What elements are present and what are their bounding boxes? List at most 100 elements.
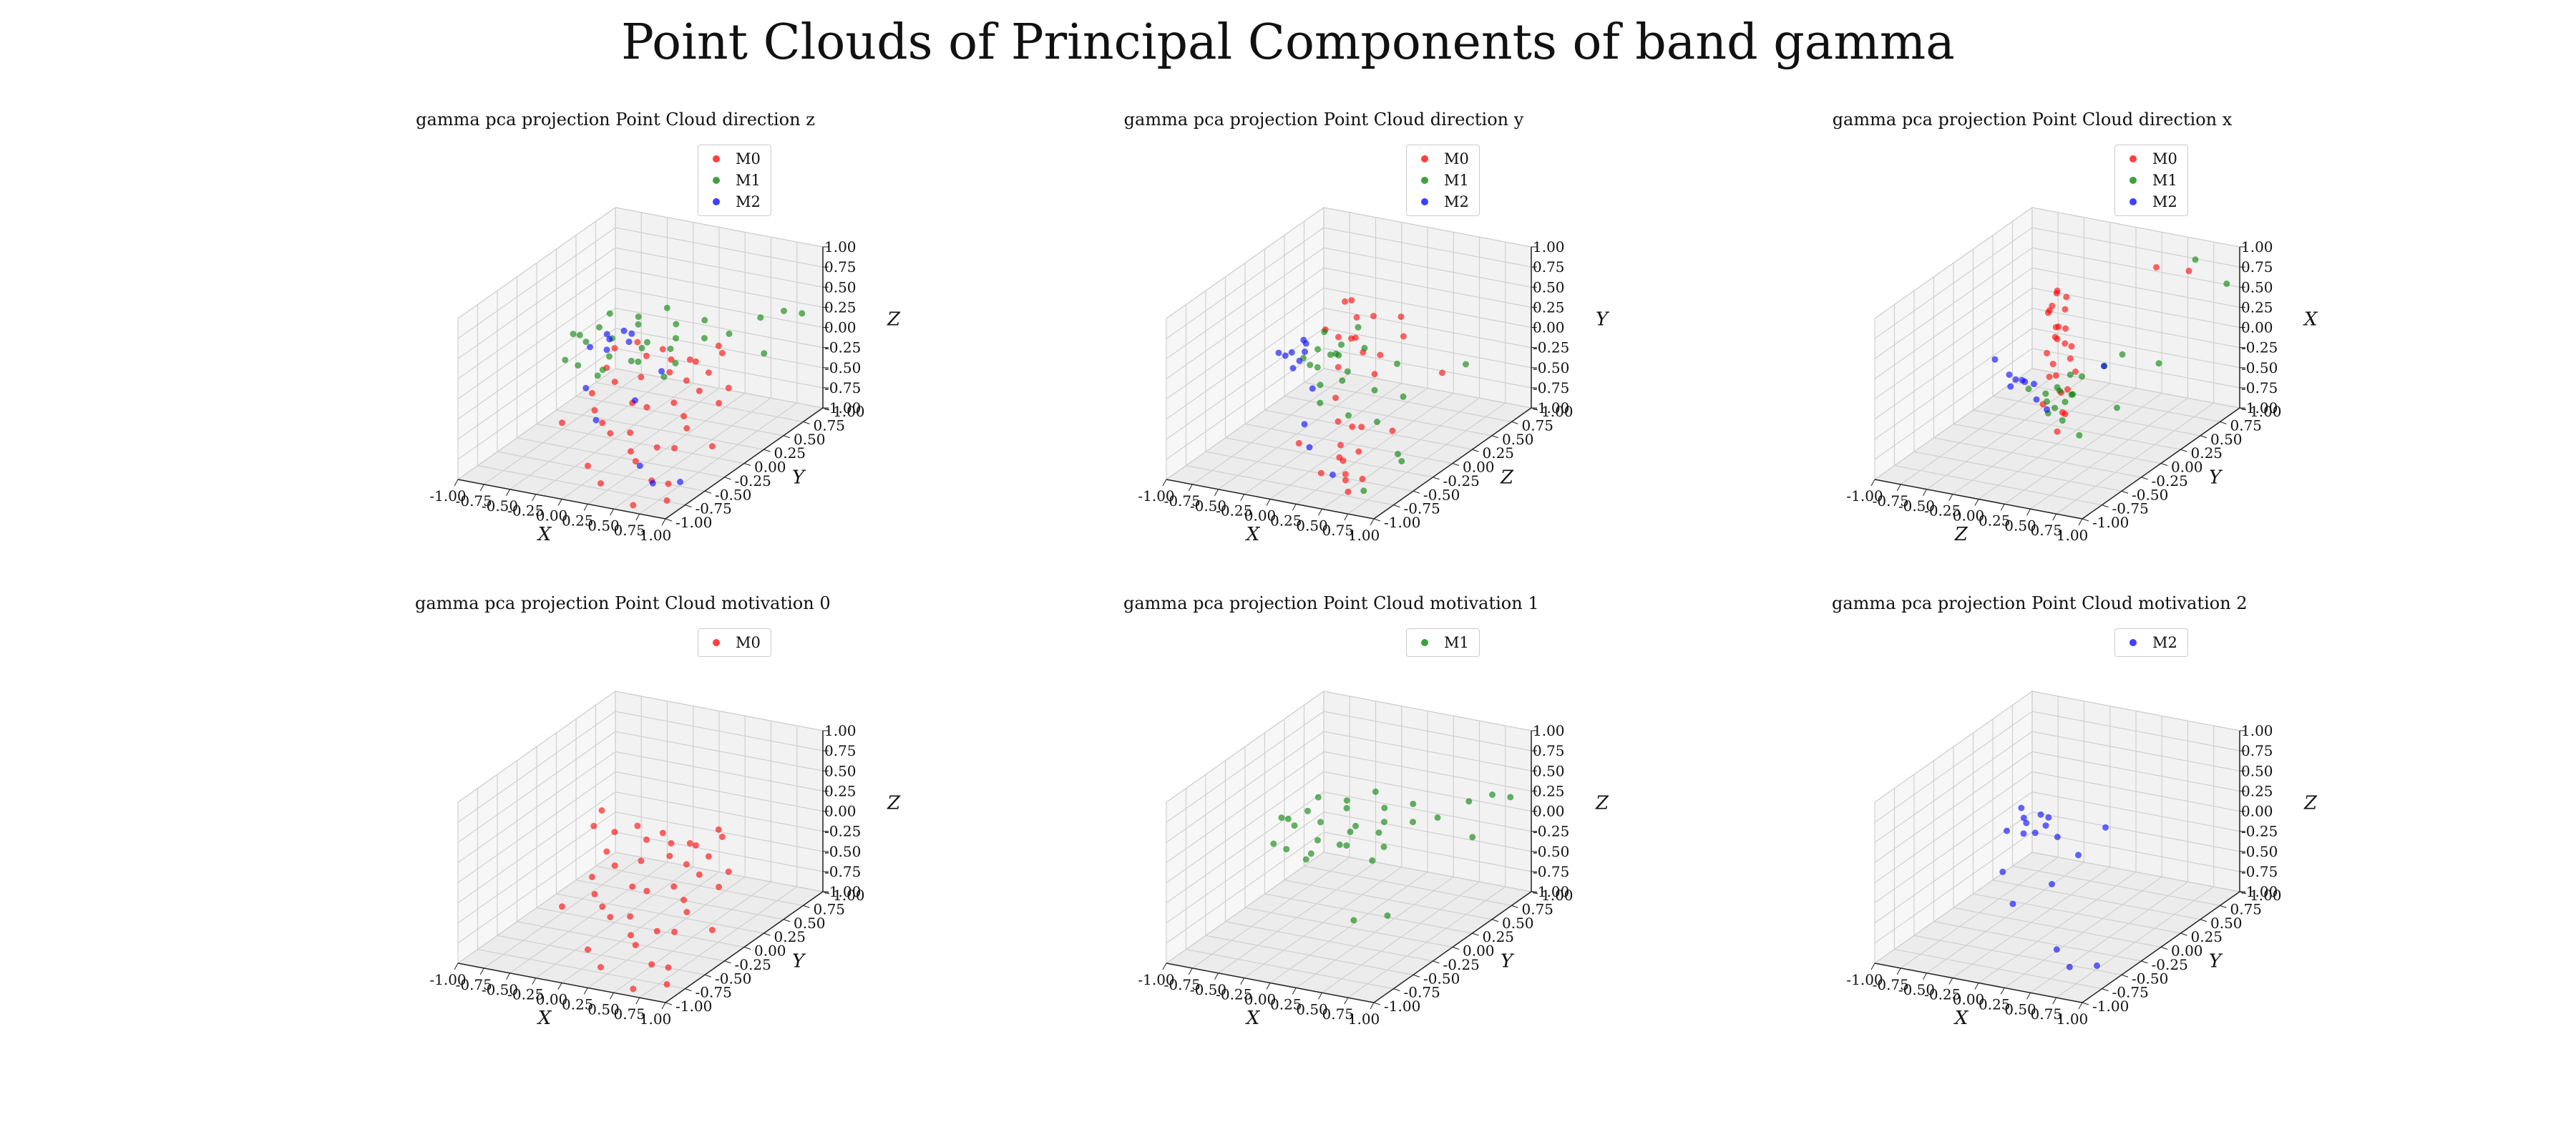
data-point-m1 xyxy=(1343,842,1350,849)
data-point-m1 xyxy=(1374,419,1380,425)
y-tick-mark xyxy=(685,505,692,508)
x-tick-mark xyxy=(506,489,510,496)
x-tick-label: -0.50 xyxy=(1190,981,1226,998)
legend-marker-blue xyxy=(1421,198,1428,205)
legend-entry: M2 xyxy=(2122,632,2177,653)
y-tick-label: 0.00 xyxy=(754,459,786,476)
y-tick-mark xyxy=(1491,435,1499,439)
data-point-m2 xyxy=(1300,336,1307,344)
x-tick-mark xyxy=(2052,513,2057,521)
grid-line xyxy=(2031,207,2240,248)
data-point-m0 xyxy=(643,404,650,411)
grid-line xyxy=(2056,402,2215,515)
data-point-m0 xyxy=(2046,374,2053,380)
x-tick-mark xyxy=(1974,983,1979,990)
z-tick-label: -0.75 xyxy=(1533,863,1569,880)
y-tick-label: -0.75 xyxy=(2112,984,2149,1001)
grid-line xyxy=(615,267,824,308)
data-point-m1 xyxy=(644,338,650,346)
data-point-m0 xyxy=(629,883,636,890)
x-tick-mark xyxy=(661,518,666,526)
grid-line xyxy=(595,381,804,422)
y-tick-label: -0.50 xyxy=(2132,486,2168,503)
grid-line xyxy=(2030,881,2188,993)
data-point-m2 xyxy=(628,330,635,337)
data-point-m0 xyxy=(1397,313,1405,321)
data-point-m2 xyxy=(2012,376,2019,383)
x-axis-label: X xyxy=(537,524,552,545)
data-point-m0 xyxy=(2051,333,2059,341)
y-tick-mark xyxy=(2200,919,2207,922)
data-point-m0 xyxy=(663,980,670,988)
grid-line xyxy=(615,751,824,791)
y-tick-mark xyxy=(822,407,830,411)
z-tick-label: 0.25 xyxy=(824,298,857,316)
y-axis-label: Y xyxy=(1501,950,1515,972)
grid-line xyxy=(1295,876,1454,988)
data-point-m1 xyxy=(1283,846,1290,853)
y-tick-label: 1.00 xyxy=(2250,403,2282,420)
x-tick-label: -0.75 xyxy=(456,976,492,993)
data-point-m0 xyxy=(1349,423,1356,430)
grid-line xyxy=(1244,907,1453,948)
data-point-m2 xyxy=(2019,376,2026,384)
data-point-m0 xyxy=(585,462,591,469)
data-point-m2 xyxy=(677,478,683,485)
data-point-m1 xyxy=(1360,487,1367,494)
data-point-m0 xyxy=(1359,475,1366,482)
subplot-direction-y: -1.00 -1.00 -1.00 -0.75 -0.75 -0.75 -0.50 -0.50… xyxy=(1123,107,1839,565)
plot-3d-canvas: -1.00-1.00-1.00-0.75 -0.75-0.75-0.50-0.50… xyxy=(1846,207,2318,545)
y-tick-label: -1.00 xyxy=(2092,514,2129,531)
y-tick-mark xyxy=(2160,947,2168,950)
data-point-m0 xyxy=(591,890,598,897)
z-tick-label: 0.00 xyxy=(1533,803,1565,820)
x-tick-mark xyxy=(1344,997,1349,1005)
y-tick-label: -1.00 xyxy=(675,514,712,531)
data-point-m0 xyxy=(1370,313,1377,320)
legend-marker-green xyxy=(2129,177,2137,184)
data-point-m0 xyxy=(607,914,614,920)
grid-line xyxy=(1166,288,1324,399)
data-point-m0 xyxy=(1342,298,1348,305)
data-point-m1 xyxy=(1307,361,1314,369)
x-tick-label: -0.25 xyxy=(507,502,544,520)
y-tick-mark xyxy=(2239,407,2247,411)
y-axis-label: Y xyxy=(2209,467,2223,488)
y-tick-mark xyxy=(2220,905,2227,908)
data-point-m1 xyxy=(1314,837,1321,844)
x-tick-mark xyxy=(1188,484,1193,492)
legend-entry: M1 xyxy=(2122,170,2177,191)
data-point-m1 xyxy=(1347,828,1354,835)
legend-entry: M1 xyxy=(1414,632,1469,653)
x-tick-mark xyxy=(1318,993,1322,1000)
data-point-m1 xyxy=(575,362,582,369)
axes-3d: -1.00-1.00-1.00-0.75 -0.75-0.75-0.50-0.50… xyxy=(1846,691,2318,1029)
data-point-m1 xyxy=(1291,822,1298,829)
z-tick-label: 0.00 xyxy=(824,803,857,820)
grid-line xyxy=(536,423,745,464)
x-tick-label: -0.50 xyxy=(1898,981,1935,998)
data-point-m0 xyxy=(696,387,703,394)
y-tick-mark xyxy=(2102,505,2109,508)
x-tick-mark xyxy=(1370,1002,1375,1010)
x-tick-mark xyxy=(1188,968,1193,975)
data-point-m0 xyxy=(599,419,606,427)
x-tick-label: 0.25 xyxy=(1979,995,2011,1013)
data-point-m2 xyxy=(2044,406,2050,413)
data-point-m0 xyxy=(683,909,691,915)
z-tick-label: -1.00 xyxy=(2241,399,2278,416)
data-point-m1 xyxy=(2119,351,2126,358)
x-tick-mark xyxy=(1162,479,1167,487)
grid-line xyxy=(457,771,616,883)
data-point-m0 xyxy=(2062,411,2069,417)
data-point-m1 xyxy=(701,335,708,342)
data-point-m0 xyxy=(653,927,660,935)
grid-line xyxy=(1953,423,2162,464)
data-point-m0 xyxy=(628,448,634,455)
x-tick-mark xyxy=(557,499,562,506)
y-tick-label: 0.50 xyxy=(2210,431,2243,448)
data-point-m1 xyxy=(2042,390,2049,397)
data-point-m2 xyxy=(1296,357,1303,364)
grid-line xyxy=(1304,381,1512,422)
z-tick-label: -0.75 xyxy=(824,379,861,396)
